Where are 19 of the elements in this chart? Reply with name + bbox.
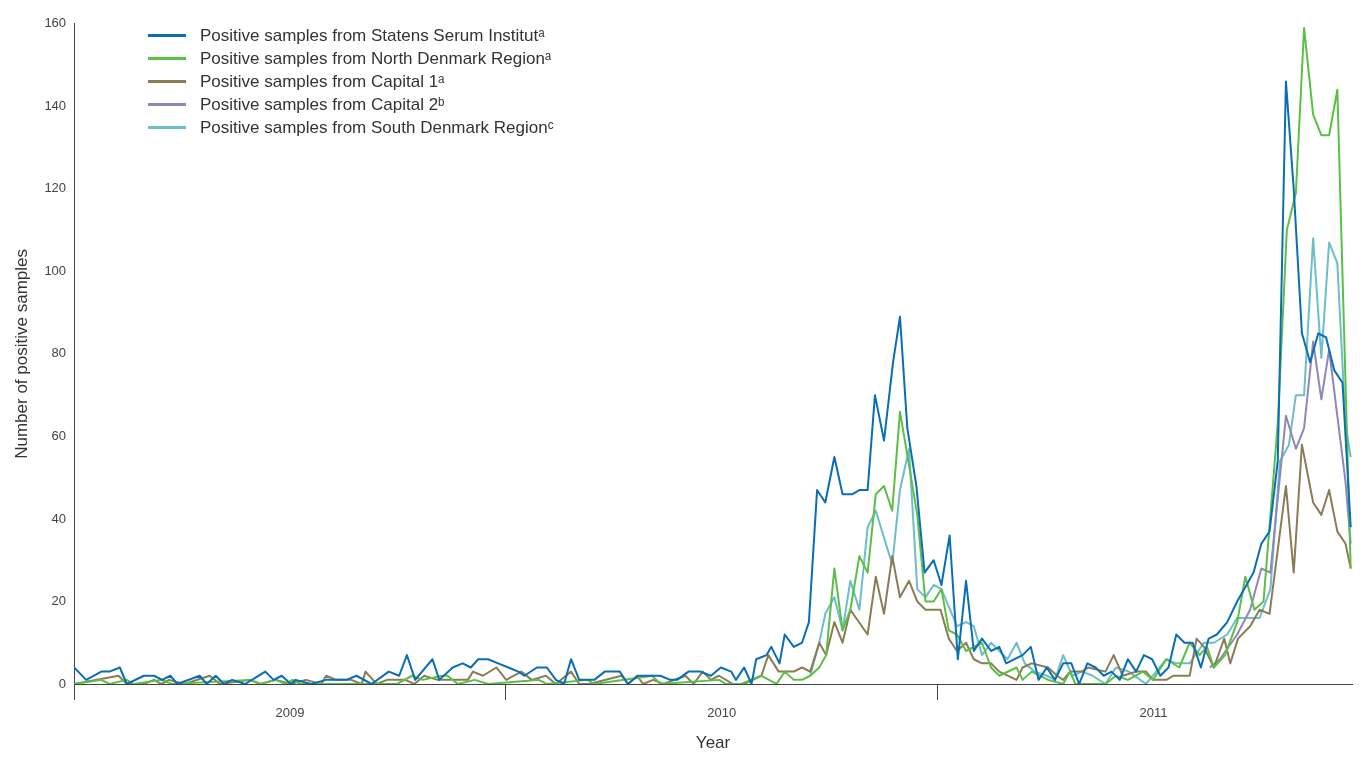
y-tick-label: 60 <box>51 428 67 443</box>
x-tick-label: 2009 <box>275 705 305 721</box>
y-tick-label: 20 <box>51 593 67 609</box>
legend-label: Positive samples from Statens Serum Institutᵃ <box>200 25 545 46</box>
y-axis-title: Number of positive samples <box>11 249 31 459</box>
x-axis-title: Year <box>695 733 731 753</box>
y-tick-label: 120 <box>44 180 67 196</box>
y-tick-label: 100 <box>44 262 67 278</box>
x-tick-label: 2010 <box>707 705 737 721</box>
legend-label: Positive samples from South Denmark Regionᶜ <box>200 117 554 138</box>
y-tick-label: 160 <box>44 15 67 31</box>
y-tick-label: 0 <box>58 675 67 691</box>
y-tick-label: 140 <box>44 97 67 113</box>
y-tick-label: 40 <box>51 510 67 526</box>
legend-label: Positive samples from Capital 1ᵃ <box>200 71 445 92</box>
legend-label: Positive samples from North Denmark Regionᵃ <box>200 48 552 69</box>
x-tick-label: 2011 <box>1139 705 1168 721</box>
y-tick-label: 80 <box>51 345 67 361</box>
legend-label: Positive samples from Capital 2ᵇ <box>200 94 445 115</box>
